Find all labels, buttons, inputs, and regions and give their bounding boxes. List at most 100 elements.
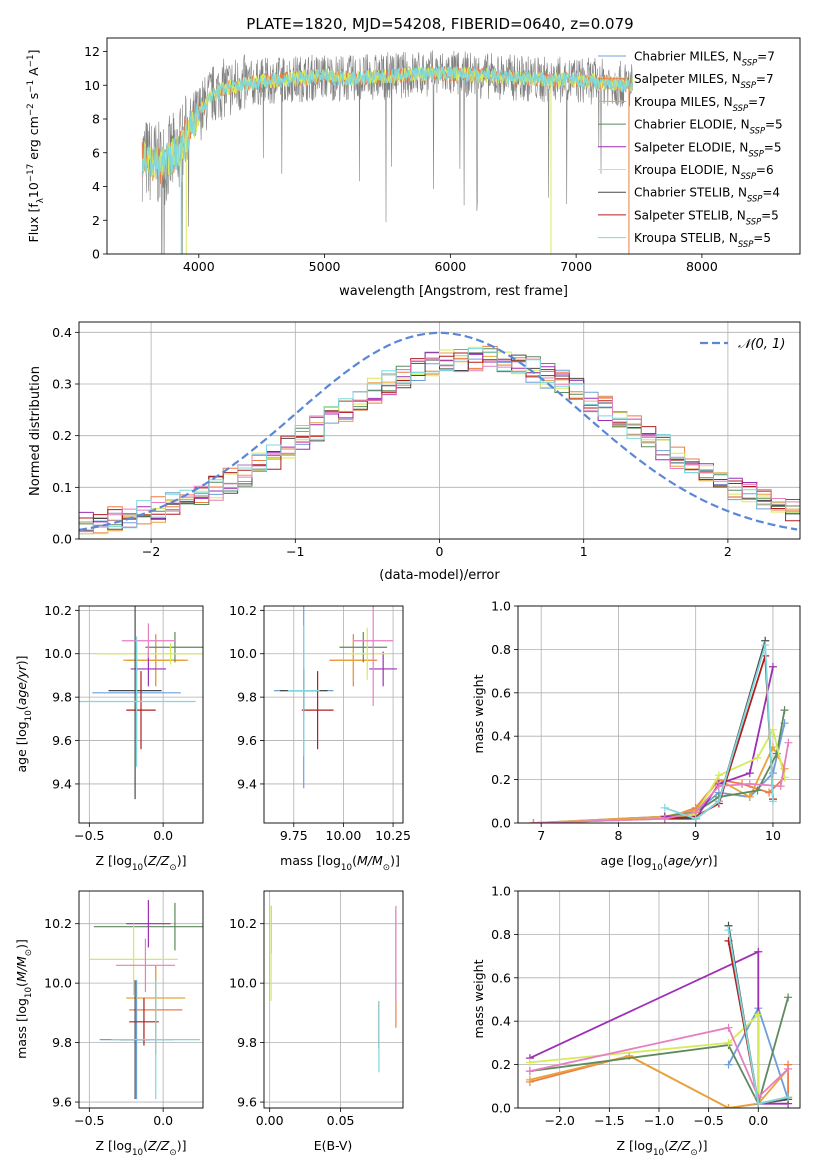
x-tick-label: 9 bbox=[692, 828, 700, 843]
y-axis-label-part: A bbox=[26, 67, 41, 80]
x-axis-label-part: ⊙ bbox=[690, 1148, 697, 1158]
mass-weight-marker bbox=[753, 753, 762, 762]
x-axis-label: E(B-V) bbox=[314, 1138, 353, 1153]
mass-weight-marker bbox=[525, 1067, 534, 1076]
mass-weight-marker bbox=[753, 786, 762, 795]
axes-frame: 4000 5000 6000 7000 8000 0 2 4 6 8 10 12 bbox=[84, 37, 801, 274]
x-axis-label-part: ⊙ bbox=[169, 1148, 176, 1158]
mass-weight-marker bbox=[714, 797, 723, 806]
axes-frame: 7 8 9 10 0.0 0.2 0.4 0.6 0.8 1.0 bbox=[491, 599, 801, 843]
x-axis-label-part: Z [log bbox=[617, 1138, 653, 1153]
x-axis-label-part: )] bbox=[390, 853, 400, 868]
residual-histogram-series bbox=[79, 357, 800, 532]
y-tick-label: 0.4 bbox=[491, 729, 511, 744]
mass-weight-marker bbox=[745, 779, 754, 788]
y-axis-label-part: λ bbox=[36, 198, 46, 203]
y-axis-label-part: 10 bbox=[26, 182, 41, 198]
legend-entry-sub: SSP bbox=[747, 194, 763, 204]
y-tick-label: 4 bbox=[92, 179, 100, 194]
x-axis-label-part: Z/Z bbox=[147, 1138, 170, 1153]
age-vs-metallicity-panel: −0.5 0.09.49.69.810.010.2Z [log10(Z/Z⊙)]a… bbox=[14, 603, 204, 873]
data-point bbox=[126, 671, 156, 750]
legend-entry-main: Kroupa MILES, N bbox=[634, 95, 733, 109]
mass-weight-marker bbox=[714, 771, 723, 780]
y-tick-label: 9.6 bbox=[52, 1095, 72, 1110]
mass-weight-marker bbox=[724, 926, 733, 935]
data-point bbox=[111, 980, 201, 1100]
age-vs-mass-panel: 9.75 10.00 10.25 9.4 9.6 9.8 10.0 10.2 mass [log… bbox=[229, 603, 411, 873]
y-tick-label: 9.6 bbox=[52, 733, 72, 748]
mass-weight-marker bbox=[724, 1060, 733, 1069]
y-axis-label-part: −17 bbox=[26, 164, 36, 182]
legend-entry-sub: SSP bbox=[741, 80, 757, 90]
legend-entry-sub: SSP bbox=[746, 216, 762, 226]
x-axis-label: mass [log10(M/M⊙)] bbox=[280, 853, 400, 873]
x-axis-label: wavelength [Angstrom, rest frame] bbox=[339, 284, 568, 299]
y-tick-label: 10.0 bbox=[229, 646, 257, 661]
y-axis-label-part: ( bbox=[14, 705, 29, 710]
x-tick-label: −1.0 bbox=[644, 1113, 674, 1128]
axes-border bbox=[106, 37, 801, 255]
y-tick-label: 0.3 bbox=[52, 377, 72, 392]
plot-area bbox=[89, 899, 203, 1100]
x-axis-label-part: )] bbox=[698, 1138, 708, 1153]
y-axis-label-part: Flux [f bbox=[26, 203, 41, 243]
mass-weight-marker bbox=[761, 641, 770, 650]
legend-entry: Salpeter MILES, NSSP=7 bbox=[634, 72, 774, 90]
y-tick-label: 6 bbox=[92, 145, 100, 160]
y-tick-label: 10.2 bbox=[229, 603, 257, 618]
residual-histogram-series bbox=[79, 348, 800, 529]
x-tick-label: 10 bbox=[765, 828, 781, 843]
residuals-panel: −2 −1 0 1 2 0.0 0.1 0.2 0.3 0.4 𝒩(0, 1) (data-model… bbox=[28, 321, 801, 583]
spectrum-panel: 4000 5000 6000 7000 8000 0 2 4 6 8 10 12 wavelength … bbox=[26, 37, 801, 299]
x-axis-label-part: ( bbox=[143, 853, 148, 868]
mass-weight-marker bbox=[745, 769, 754, 778]
axes-border bbox=[517, 605, 801, 824]
y-tick-label: 8 bbox=[92, 112, 100, 127]
mass-weight-marker bbox=[768, 662, 777, 671]
mass-weight-marker bbox=[691, 814, 700, 823]
y-tick-label: 10 bbox=[84, 78, 100, 93]
legend-entry-count: =5 bbox=[761, 208, 779, 222]
x-axis-label: (data-model)/error bbox=[379, 568, 500, 583]
mass-weight-line bbox=[529, 997, 789, 1107]
x-tick-label: −2 bbox=[142, 544, 160, 559]
x-tick-label: 0.00 bbox=[256, 1113, 284, 1128]
y-axis-label-part: ( bbox=[14, 982, 29, 987]
y-tick-label: 0.6 bbox=[491, 685, 511, 700]
data-point bbox=[89, 923, 178, 996]
data-point bbox=[353, 606, 394, 706]
x-tick-label: 10.00 bbox=[326, 828, 362, 843]
x-axis-label-part: ( bbox=[663, 853, 668, 868]
x-axis-label: age [log10(age/yr)] bbox=[600, 853, 717, 873]
x-axis-label-part: )] bbox=[177, 1138, 187, 1153]
data-point bbox=[96, 642, 203, 665]
plot-area bbox=[270, 905, 397, 1073]
mass-weight-line bbox=[533, 727, 786, 823]
y-axis-label-part: 10 bbox=[24, 710, 34, 721]
legend-entry-main: Kroupa STELIB, N bbox=[634, 231, 738, 245]
x-tick-label: 0 bbox=[436, 544, 444, 559]
axes-frame: −2 −1 0 1 2 0.0 0.1 0.2 0.3 0.4 bbox=[52, 321, 801, 559]
y-tick-label: 1.0 bbox=[491, 599, 511, 614]
data-point bbox=[126, 899, 171, 948]
legend-entry-main: Chabrier MILES, N bbox=[634, 50, 742, 64]
legend-entry-sub: SSP bbox=[742, 58, 758, 68]
y-axis-label-part: M/M bbox=[14, 956, 29, 982]
x-tick-label: 7 bbox=[537, 828, 545, 843]
gaussian-reference-curve bbox=[79, 331, 798, 531]
y-tick-label: 0.0 bbox=[491, 816, 511, 831]
x-axis-label-part: )] bbox=[177, 853, 187, 868]
y-tick-label: 0.1 bbox=[52, 480, 72, 495]
plot-area bbox=[529, 636, 793, 823]
legend-entry-count: =7 bbox=[757, 50, 775, 64]
data-point bbox=[301, 671, 334, 750]
legend-entry-count: =7 bbox=[748, 95, 766, 109]
y-tick-label: 10.2 bbox=[229, 916, 257, 931]
x-axis-label: Z [log10(Z/Z⊙)] bbox=[96, 853, 187, 873]
y-tick-label: 0.2 bbox=[491, 1057, 511, 1072]
y-tick-label: 9.6 bbox=[237, 733, 257, 748]
data-point bbox=[121, 623, 175, 659]
x-tick-label: 9.75 bbox=[280, 828, 308, 843]
